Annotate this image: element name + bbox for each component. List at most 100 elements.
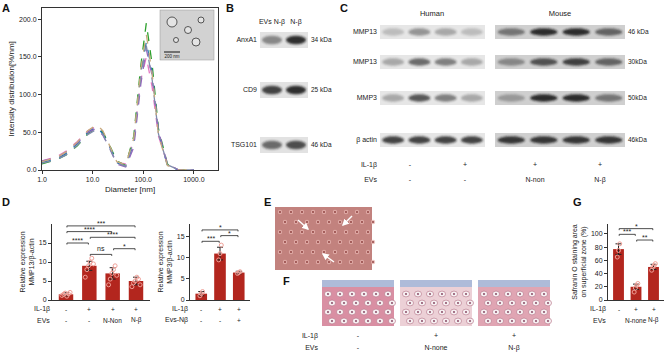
svg-text:****: **** [107, 231, 118, 238]
svg-text:20: 20 [595, 283, 603, 290]
svg-text:0: 0 [43, 296, 47, 303]
svg-text:IL-1β: IL-1β [590, 305, 606, 313]
svg-text:N-β: N-β [594, 176, 605, 184]
svg-text:N-β: N-β [508, 344, 519, 352]
svg-text:15: 15 [177, 233, 185, 240]
svg-text:46kDa: 46kDa [628, 136, 647, 143]
svg-text:A: A [2, 2, 10, 14]
svg-text:50.0: 50.0 [23, 129, 37, 136]
svg-text:EVs: EVs [305, 344, 318, 351]
svg-text:+: + [652, 306, 656, 313]
svg-text:100.0: 100.0 [134, 176, 152, 183]
svg-text:Mouse: Mouse [549, 9, 572, 18]
svg-text:10.0: 10.0 [86, 176, 100, 183]
svg-text:25 kDa: 25 kDa [311, 86, 332, 93]
svg-text:ns: ns [97, 245, 105, 252]
svg-text:40: 40 [595, 270, 603, 277]
svg-text:34 kDa: 34 kDa [311, 36, 332, 43]
svg-text:+: + [237, 317, 241, 324]
svg-text:-: - [65, 317, 67, 324]
svg-text:+: + [87, 306, 91, 313]
svg-text:EVs: EVs [364, 176, 377, 183]
svg-text:C: C [340, 2, 348, 14]
svg-text:D: D [2, 196, 10, 208]
svg-text:1000.0: 1000.0 [183, 176, 205, 183]
svg-text:+: + [598, 161, 602, 168]
svg-text:-: - [200, 317, 202, 324]
svg-text:Human: Human [420, 9, 444, 18]
svg-text:-: - [357, 344, 360, 351]
svg-text:150.0: 150.0 [19, 53, 37, 60]
svg-text:MMP13: MMP13 [353, 58, 377, 65]
svg-text:***: *** [623, 228, 631, 235]
svg-text:TSG101: TSG101 [231, 141, 257, 148]
svg-text:CD9: CD9 [243, 86, 257, 93]
svg-text:-: - [65, 306, 67, 313]
svg-text:+: + [237, 306, 241, 313]
svg-text:N-non: N-non [525, 176, 544, 183]
svg-text:+: + [463, 161, 467, 168]
svg-text:B: B [226, 2, 234, 14]
svg-text:IL-1β: IL-1β [34, 305, 50, 313]
svg-text:+: + [134, 306, 138, 313]
svg-text:1.0: 1.0 [37, 176, 47, 183]
svg-text:-: - [357, 332, 360, 339]
svg-text:****: **** [84, 226, 95, 233]
svg-text:0: 0 [181, 296, 185, 303]
svg-text:0: 0 [599, 296, 603, 303]
svg-text:100: 100 [591, 230, 603, 237]
svg-text:IL-1β: IL-1β [302, 332, 318, 340]
svg-text:-: - [464, 176, 467, 183]
svg-text:****: **** [72, 237, 83, 244]
svg-text:***: *** [97, 220, 105, 227]
svg-text:+: + [111, 306, 115, 313]
svg-text:N-Non: N-Non [103, 317, 122, 324]
svg-text:N-β: N-β [648, 316, 659, 324]
svg-text:10: 10 [177, 254, 185, 261]
svg-text:EVs N-β: EVs N-β [259, 18, 285, 26]
svg-text:60: 60 [595, 257, 603, 264]
svg-text:100.0: 100.0 [19, 91, 37, 98]
svg-text:0.0: 0.0 [27, 166, 37, 173]
svg-text:***: *** [207, 235, 215, 242]
svg-text:+: + [634, 306, 638, 313]
svg-text:+: + [434, 332, 438, 339]
svg-text:E: E [264, 196, 271, 208]
svg-text:MMP3: MMP3 [357, 94, 377, 101]
svg-text:*: * [123, 243, 126, 250]
svg-text:EVs: EVs [593, 317, 606, 324]
svg-text:Evs-Nβ: Evs-Nβ [165, 316, 188, 324]
svg-text:+: + [512, 332, 516, 339]
svg-text:F: F [283, 275, 290, 287]
svg-text:β actin: β actin [356, 136, 377, 144]
svg-text:-: - [618, 306, 620, 313]
svg-text:N-β: N-β [290, 18, 301, 26]
svg-text:+: + [218, 306, 222, 313]
svg-text:15: 15 [39, 239, 47, 246]
svg-text:EVs: EVs [37, 317, 50, 324]
svg-text:N-none: N-none [425, 344, 448, 351]
svg-text:*: * [219, 224, 222, 231]
svg-text:30kDa: 30kDa [628, 58, 647, 65]
svg-text:-: - [409, 176, 412, 183]
svg-text:N-β: N-β [131, 316, 142, 324]
svg-text:200 nm: 200 nm [164, 54, 179, 59]
svg-text:-: - [219, 317, 221, 324]
svg-text:**: ** [642, 234, 648, 241]
svg-text:Relative expressionMMP3/β-acti: Relative expressionMMP3/β-actin [157, 231, 174, 292]
svg-text:AnxA1: AnxA1 [236, 36, 257, 43]
svg-text:N-none: N-none [625, 317, 647, 324]
svg-text:Relative expressionMMP13/β-act: Relative expressionMMP13/β-actin [19, 231, 36, 292]
svg-text:200.0: 200.0 [19, 16, 37, 23]
svg-text:10: 10 [39, 258, 47, 265]
svg-text:80: 80 [595, 244, 603, 251]
svg-text:-: - [409, 161, 412, 168]
svg-text:*: * [635, 223, 638, 230]
svg-text:*: * [228, 230, 231, 237]
svg-text:46 kDa: 46 kDa [311, 141, 332, 148]
svg-text:-: - [200, 306, 202, 313]
svg-text:Safranin O staining areaon sup: Safranin O staining areaon superficial z… [571, 224, 588, 300]
svg-text:+: + [533, 161, 537, 168]
svg-text:MMP13: MMP13 [353, 28, 377, 35]
svg-text:IL-1β: IL-1β [361, 161, 377, 169]
